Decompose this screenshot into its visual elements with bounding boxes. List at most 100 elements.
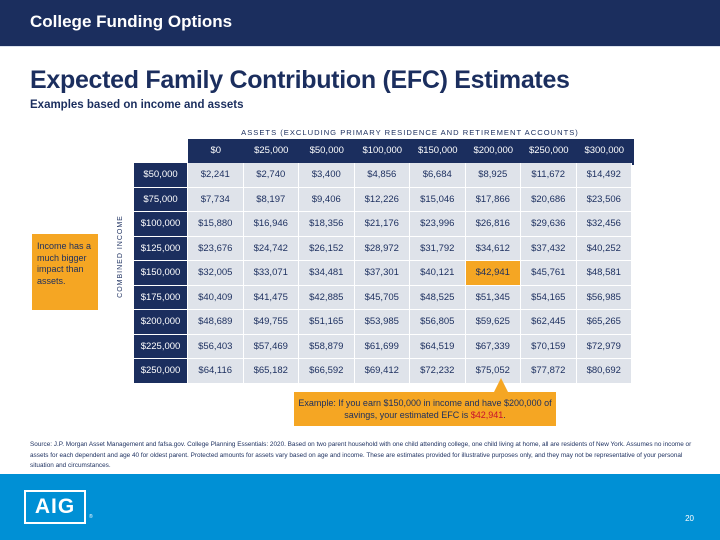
efc-cell: $9,406 [299,187,355,211]
income-row-header: $225,000 [134,334,188,358]
efc-cell: $59,625 [465,310,521,334]
table-row: $200,000 $48,689 $49,755 $51,165 $53,985 $56,… [134,310,632,335]
table-row: $75,000 $7,734 $8,197 $9,406 $12,226 $15,046 $… [134,187,632,212]
efc-cell: $23,506 [576,187,632,211]
column-header: $200,000 [473,145,514,156]
efc-cell: $37,432 [521,236,577,260]
table-row: $225,000 $56,403 $57,469 $58,879 $61,699 $64,… [134,334,632,359]
column-header-row: $0 $25,000 $50,000 $100,000 $150,000 $200,000… [188,139,634,165]
source-footnote: Source: J.P. Morgan Asset Management and… [30,441,692,469]
efc-cell: $18,356 [299,212,355,236]
efc-cell: $34,481 [299,261,355,285]
column-header: $150,000 [417,145,458,156]
footer-bar: AIG ® 20 [0,474,720,540]
efc-cell: $62,445 [521,310,577,334]
income-row-header: $125,000 [134,236,188,260]
efc-cell: $70,159 [521,334,577,358]
efc-cell: $20,686 [521,187,577,211]
efc-cell: $77,872 [521,359,577,383]
example-pointer [494,378,508,392]
income-row-header: $100,000 [134,212,188,236]
efc-cell: $66,592 [299,359,355,383]
income-row-header: $250,000 [134,359,188,383]
income-row-header: $150,000 [134,261,188,285]
column-header: $0 [210,145,222,156]
efc-cell: $26,816 [465,212,521,236]
efc-cell: $45,761 [521,261,577,285]
efc-cell: $40,409 [188,285,244,309]
efc-cell: $65,265 [576,310,632,334]
efc-cell: $17,866 [465,187,521,211]
efc-cell: $32,005 [188,261,244,285]
efc-cell: $24,742 [243,236,299,260]
efc-cell: $61,699 [354,334,410,358]
efc-cell: $64,519 [410,334,466,358]
column-header: $250,000 [528,145,569,156]
header-edge [632,139,634,165]
efc-cell: $23,676 [188,236,244,260]
efc-cell: $14,492 [576,163,632,187]
efc-cell: $28,972 [354,236,410,260]
efc-cell: $40,121 [410,261,466,285]
efc-cell: $12,226 [354,187,410,211]
income-row-header: $50,000 [134,163,188,187]
example-callout: Example: If you earn $150,000 in income … [294,392,556,426]
efc-cell: $80,692 [576,359,632,383]
example-text-end: . [503,410,506,420]
example-text: Example: If you earn $150,000 in income … [298,398,552,420]
efc-cell: $42,885 [299,285,355,309]
registered-mark: ® [89,514,93,520]
efc-cell: $57,469 [243,334,299,358]
efc-cell: $2,241 [188,163,244,187]
efc-cell: $29,636 [521,212,577,236]
efc-cell: $69,412 [354,359,410,383]
efc-cell: $67,339 [465,334,521,358]
efc-table: $50,000 $2,241 $2,740 $3,400 $4,856 $6,684 $8,… [134,163,632,384]
efc-cell: $51,165 [299,310,355,334]
efc-cell: $21,176 [354,212,410,236]
income-axis-label-text: COMBINED INCOME [116,214,124,298]
efc-cell: $40,252 [576,236,632,260]
income-row-header: $75,000 [134,187,188,211]
column-header: $100,000 [362,145,403,156]
table-row: $150,000 $32,005 $33,071 $34,481 $37,301 $40,… [134,261,632,286]
efc-cell: $32,456 [576,212,632,236]
efc-cell: $58,879 [299,334,355,358]
table-row: $50,000 $2,241 $2,740 $3,400 $4,856 $6,684 $8,… [134,163,632,188]
aig-logo-text: AIG [34,495,76,518]
efc-cell: $54,165 [521,285,577,309]
efc-cell: $7,734 [188,187,244,211]
page-number: 20 [685,514,694,523]
efc-cell: $33,071 [243,261,299,285]
header-divider [0,46,720,47]
efc-cell: $15,880 [188,212,244,236]
efc-cell: $51,345 [465,285,521,309]
table-row: $100,000 $15,880 $16,946 $18,356 $21,176 $23,… [134,212,632,237]
efc-cell: $48,581 [576,261,632,285]
efc-cell: $56,805 [410,310,466,334]
efc-cell: $8,197 [243,187,299,211]
efc-cell: $26,152 [299,236,355,260]
assets-axis-label: ASSETS (EXCLUDING PRIMARY RESIDENCE AND … [241,128,579,137]
column-header: $25,000 [254,145,289,156]
efc-cell: $48,525 [410,285,466,309]
efc-cell: $53,985 [354,310,410,334]
efc-cell: $11,672 [521,163,577,187]
efc-cell: $31,792 [410,236,466,260]
efc-cell: $56,985 [576,285,632,309]
efc-cell: $64,116 [188,359,244,383]
income-axis-label: COMBINED INCOME [108,196,132,316]
efc-cell: $6,684 [410,163,466,187]
aig-logo: AIG [24,490,86,524]
table-row: $250,000 $64,116 $65,182 $66,592 $69,412 $72,… [134,359,632,384]
efc-cell: $49,755 [243,310,299,334]
efc-cell: $15,046 [410,187,466,211]
efc-cell: $45,705 [354,285,410,309]
efc-cell: $2,740 [243,163,299,187]
note-callout: Income has a much bigger impact than ass… [32,234,98,310]
note-text: Income has a much bigger impact than ass… [37,241,92,286]
page-title: Expected Family Contribution (EFC) Estim… [30,66,570,94]
highlighted-efc-cell: $42,941 [465,261,521,285]
income-row-header: $175,000 [134,285,188,309]
column-header: $50,000 [309,145,344,156]
